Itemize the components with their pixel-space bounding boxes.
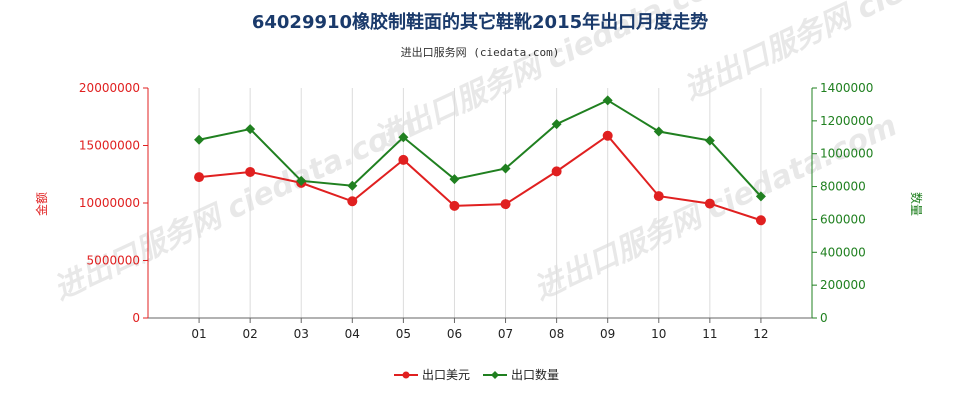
x-tick-label: 05 bbox=[396, 327, 411, 341]
data-point-quantity bbox=[602, 95, 613, 106]
legend[interactable]: 出口美元 出口数量 bbox=[394, 367, 559, 382]
series-line-1 bbox=[198, 99, 762, 198]
data-point-quantity bbox=[704, 135, 715, 146]
data-point-quantity bbox=[755, 191, 766, 202]
data-point-amount bbox=[704, 198, 715, 209]
right-tick-label: 600000 bbox=[820, 212, 866, 226]
right-tick-label: 800000 bbox=[820, 180, 866, 194]
data-point-quantity bbox=[398, 132, 409, 143]
left-axis-label: 金额 bbox=[34, 192, 49, 216]
data-point-quantity bbox=[500, 163, 511, 174]
x-tick-label: 02 bbox=[243, 327, 258, 341]
right-tick-label: 1000000 bbox=[820, 147, 873, 161]
series-layer bbox=[194, 95, 766, 226]
data-point-quantity bbox=[551, 119, 562, 130]
x-tick-label: 06 bbox=[447, 327, 462, 341]
data-point-amount bbox=[755, 215, 766, 226]
left-tick-label: 10000000 bbox=[79, 196, 140, 210]
data-point-quantity bbox=[653, 126, 664, 137]
series-line-0 bbox=[198, 134, 762, 222]
legend-marker-quantity bbox=[491, 371, 499, 379]
x-tick-label: 12 bbox=[753, 327, 768, 341]
axes: 0 5000000 10000000 15000000 20000000 0 200000 4… bbox=[79, 81, 874, 341]
right-tick-label: 0 bbox=[820, 311, 828, 325]
left-tick-label: 5000000 bbox=[87, 254, 140, 268]
x-tick-label: 09 bbox=[600, 327, 615, 341]
x-tick-label: 07 bbox=[498, 327, 513, 341]
x-tick-label: 08 bbox=[549, 327, 564, 341]
data-point-quantity bbox=[347, 180, 358, 191]
x-tick-label: 11 bbox=[702, 327, 717, 341]
data-point-amount bbox=[551, 166, 562, 177]
right-tick-label: 400000 bbox=[820, 245, 866, 259]
right-tick-label: 1200000 bbox=[820, 114, 873, 128]
left-tick-label: 0 bbox=[132, 311, 140, 325]
data-point-amount bbox=[194, 172, 205, 183]
legend-item-quantity[interactable]: 出口数量 bbox=[483, 367, 559, 382]
right-tick-label: 200000 bbox=[820, 278, 866, 292]
right-tick-label: 1400000 bbox=[820, 81, 873, 95]
data-point-quantity bbox=[245, 124, 256, 135]
legend-label-amount: 出口美元 bbox=[422, 368, 470, 382]
x-tick-label: 04 bbox=[345, 327, 360, 341]
data-point-quantity bbox=[296, 175, 307, 186]
legend-label-quantity: 出口数量 bbox=[511, 367, 559, 382]
data-point-amount bbox=[449, 200, 460, 211]
data-point-quantity bbox=[449, 174, 460, 185]
data-point-amount bbox=[347, 196, 358, 207]
left-tick-label: 20000000 bbox=[79, 81, 140, 95]
chart-title: 64029910橡胶制鞋面的其它鞋靴2015年出口月度走势 bbox=[252, 11, 708, 33]
data-point-amount bbox=[602, 130, 613, 141]
data-point-amount bbox=[245, 166, 256, 177]
legend-item-amount[interactable]: 出口美元 bbox=[394, 368, 470, 382]
data-point-amount bbox=[653, 191, 664, 202]
data-point-amount bbox=[398, 154, 409, 165]
chart-subtitle: 进出口服务网 (ciedata.com) bbox=[401, 45, 560, 59]
data-point-quantity bbox=[194, 134, 205, 145]
legend-marker-amount bbox=[402, 371, 410, 379]
x-tick-label: 01 bbox=[191, 327, 206, 341]
data-point-amount bbox=[500, 199, 511, 210]
left-tick-label: 15000000 bbox=[79, 139, 140, 153]
right-axis-label: 数量 bbox=[909, 192, 924, 216]
x-tick-label: 03 bbox=[294, 327, 309, 341]
x-tick-label: 10 bbox=[651, 327, 666, 341]
